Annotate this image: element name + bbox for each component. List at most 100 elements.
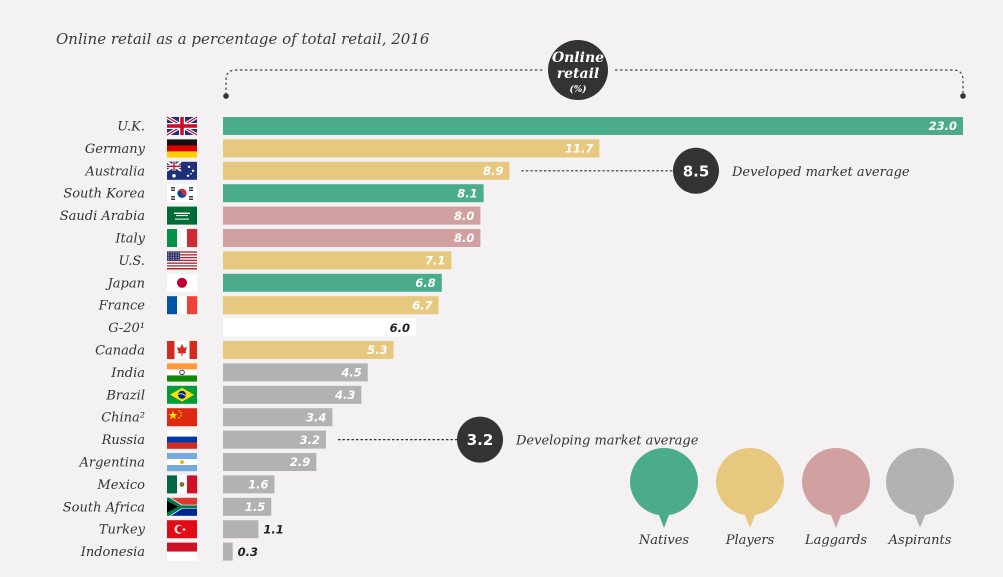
averages: 8.5 Developed market average 3.2 Developing… [337, 147, 910, 463]
legend-label-natives: Natives [638, 533, 690, 548]
value-label-brazil: 4.3 [334, 388, 355, 402]
header-bracket-right [615, 69, 964, 95]
legend-swatch-players [716, 448, 784, 528]
value-label-argentina: 2.9 [290, 455, 310, 469]
value-label-u-s: 7.1 [425, 254, 445, 268]
flags [166, 115, 198, 561]
header-bracket-left [225, 69, 545, 95]
bracket-dot-right [960, 93, 966, 99]
country-label-italy: Italy [114, 232, 145, 247]
country-label-turkey: Turkey [99, 523, 146, 538]
avg-label-developing: Developing market average [515, 434, 699, 449]
value-label-canada: 5.3 [367, 343, 387, 357]
flag-south-africa [167, 497, 197, 516]
avg-bubble-developed [673, 147, 719, 194]
country-label-russia: Russia [101, 433, 145, 448]
country-label-u-s: U.S. [119, 254, 145, 269]
flag-indonesia [167, 542, 197, 561]
bar-china [223, 408, 333, 427]
bar-g-20 [223, 318, 417, 337]
country-label-india: India [110, 366, 145, 381]
value-label-india: 4.5 [340, 366, 361, 380]
bar-brazil [223, 385, 362, 404]
value-label-china: 3.4 [306, 410, 326, 424]
value-label-indonesia: 0.3 [238, 545, 258, 559]
flag-canada [167, 341, 197, 359]
legend: Natives Players Laggards Aspirants [630, 448, 954, 548]
country-label-south-korea: South Korea [63, 187, 145, 202]
legend-item-natives: Natives [630, 448, 698, 548]
bar-mexico [223, 475, 275, 494]
bar-france [223, 296, 439, 315]
flag-india [167, 363, 197, 382]
header-bubble [548, 40, 608, 100]
bar-japan [223, 273, 442, 292]
value-label-australia: 8.9 [483, 164, 503, 178]
value-label-saudi-arabia: 8.0 [454, 209, 474, 223]
avg-bubble-developing [457, 416, 503, 463]
country-label-japan: Japan [105, 276, 145, 291]
country-label-u-k: U.K. [117, 120, 145, 135]
header-line1: Online [552, 50, 604, 66]
country-label-indonesia: Indonesia [80, 545, 145, 560]
flag-italy [167, 229, 198, 247]
value-label-russia: 3.2 [300, 433, 320, 447]
country-label-saudi-arabia: Saudi Arabia [60, 209, 145, 224]
flag-brazil [167, 385, 197, 404]
avg-value-developing: 3.2 [467, 431, 494, 449]
legend-label-players: Players [725, 533, 775, 548]
bar-argentina [223, 453, 317, 471]
value-label-mexico: 1.6 [248, 478, 268, 492]
flag-germany [167, 139, 197, 158]
flag-australia [166, 160, 197, 180]
legend-swatch-aspirants [886, 448, 954, 528]
bar-india [223, 363, 368, 382]
legend-swatch-laggards [802, 448, 870, 528]
flag-u-s [167, 251, 197, 270]
flag-south-korea [167, 184, 197, 203]
flag-u-k [166, 115, 198, 137]
value-label-france: 6.7 [412, 298, 432, 312]
country-label-mexico: Mexico [96, 478, 145, 493]
bar-italy [223, 229, 481, 247]
bar-russia [223, 430, 326, 449]
value-label-south-africa: 1.5 [245, 500, 265, 514]
country-label-germany: Germany [85, 142, 146, 157]
country-label-france: France [98, 299, 146, 314]
country-label-canada: Canada [95, 344, 145, 359]
bars: 23.0 11.7 8.9 8.1 8.0 8.0 7.1 6.8 6.76.05.3 4.5 4.… [223, 117, 963, 561]
bar-south-africa [223, 497, 272, 516]
country-label-australia: Australia [84, 164, 145, 179]
country-label-g-20: G-20¹ [108, 321, 145, 336]
bracket-dot-left [223, 93, 229, 99]
value-label-japan: 6.8 [415, 276, 435, 290]
flag-turkey [167, 520, 197, 539]
header-unit: (%) [569, 84, 586, 95]
bar-canada [223, 341, 394, 359]
value-label-turkey: 1.1 [263, 522, 283, 536]
country-label-china: China² [101, 411, 145, 426]
bar-saudi-arabia [223, 206, 481, 225]
legend-item-laggards: Laggards [802, 448, 870, 548]
header-line2: retail [557, 66, 599, 82]
value-label-u-k: 23.0 [929, 119, 957, 133]
bar-indonesia [223, 542, 233, 561]
flag-china [167, 408, 197, 427]
bar-u-k [223, 117, 963, 135]
flag-russia [167, 430, 197, 449]
flag-saudi-arabia [167, 206, 197, 225]
chart-title: Online retail as a percentage of total r… [56, 30, 430, 48]
bar-germany [223, 139, 600, 158]
country-label-brazil: Brazil [105, 388, 145, 403]
country-label-argentina: Argentina [79, 456, 146, 471]
value-label-south-korea: 8.1 [457, 186, 477, 200]
avg-value-developed: 8.5 [683, 162, 710, 180]
value-label-italy: 8.0 [454, 231, 474, 245]
flag-japan [167, 273, 197, 292]
legend-item-aspirants: Aspirants [886, 448, 954, 548]
flag-france [167, 296, 198, 315]
flag-argentina [167, 453, 197, 472]
country-label-south-africa: South Africa [63, 500, 145, 515]
